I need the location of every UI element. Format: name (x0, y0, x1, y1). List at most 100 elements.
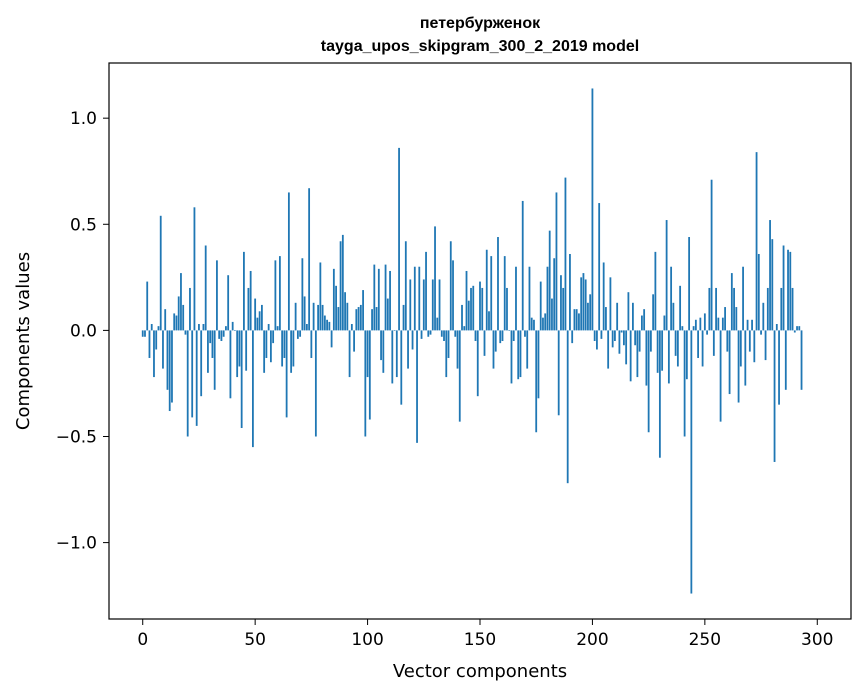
bar (654, 251, 657, 331)
bar (694, 319, 697, 331)
bar (407, 330, 409, 369)
bar (665, 220, 668, 331)
bar (359, 304, 362, 331)
bar (395, 330, 398, 378)
bar (528, 266, 531, 331)
bar (220, 330, 223, 341)
bar (593, 330, 596, 341)
bar (153, 330, 155, 378)
bar (371, 309, 373, 331)
bar (290, 330, 293, 373)
x-tick-label: 100 (351, 630, 383, 650)
bar (431, 279, 434, 331)
bar (623, 330, 625, 346)
bar (195, 330, 198, 426)
bar (200, 330, 203, 397)
bar (346, 302, 349, 331)
bar (409, 279, 412, 331)
bar (189, 287, 191, 331)
bar (569, 253, 571, 331)
bar (566, 330, 569, 484)
bar (519, 330, 522, 378)
bar (207, 330, 209, 373)
bar (458, 330, 461, 422)
bar (542, 317, 544, 331)
bar (357, 307, 360, 331)
bar (589, 294, 592, 331)
bar (231, 321, 234, 331)
bar (416, 330, 418, 443)
bar (555, 192, 558, 331)
bar (748, 330, 751, 352)
bar (429, 330, 432, 335)
bar (267, 324, 270, 331)
bar (193, 207, 196, 331)
bar (497, 237, 499, 331)
bar (159, 215, 162, 331)
bar (784, 330, 787, 390)
bar (339, 241, 342, 331)
bar (278, 256, 281, 331)
bar (744, 330, 747, 386)
bar (764, 330, 767, 361)
bar (490, 256, 493, 331)
bar (780, 287, 783, 331)
bar (384, 264, 387, 331)
bar (562, 287, 565, 331)
bar (463, 326, 466, 331)
bar (638, 330, 641, 352)
bar (314, 330, 317, 437)
bar (216, 260, 218, 331)
bar (667, 330, 670, 384)
bar (256, 317, 259, 331)
bar (355, 309, 358, 331)
bar (656, 330, 659, 373)
bar (294, 302, 297, 331)
bar (245, 330, 248, 371)
bar (411, 330, 414, 350)
bar (596, 330, 598, 350)
bar (726, 330, 729, 352)
bar (629, 330, 632, 382)
bar (168, 330, 171, 412)
bar (476, 330, 479, 397)
bar (632, 302, 634, 331)
bar (512, 330, 515, 341)
bar (600, 330, 603, 339)
bar (296, 330, 299, 339)
bar (717, 317, 720, 331)
bar (755, 152, 758, 331)
bar (674, 330, 677, 356)
bar (422, 279, 425, 331)
bar (510, 330, 513, 384)
bar (706, 330, 708, 335)
x-tick-label: 250 (689, 630, 721, 650)
bar (146, 281, 149, 331)
bar (434, 226, 436, 331)
bar (350, 324, 353, 331)
y-tick-label: −1.0 (56, 534, 97, 554)
bar (605, 307, 607, 331)
bar (449, 241, 452, 331)
bar (202, 324, 205, 331)
bar (272, 330, 275, 344)
bar (661, 330, 664, 371)
bar (710, 179, 713, 331)
bar (652, 294, 655, 331)
bar (330, 330, 333, 348)
x-tick-label: 150 (464, 630, 496, 650)
y-axis-label: Components values (13, 252, 34, 430)
bar (413, 266, 416, 331)
bar (443, 330, 445, 341)
bar (283, 330, 286, 358)
plot-frame (108, 62, 852, 620)
bar (575, 309, 578, 331)
bar (551, 298, 553, 331)
bar (317, 304, 320, 331)
bar (461, 304, 463, 331)
bar (647, 330, 650, 433)
bar (724, 307, 726, 331)
bar (591, 88, 594, 331)
bar (454, 330, 457, 337)
bar (249, 270, 252, 331)
